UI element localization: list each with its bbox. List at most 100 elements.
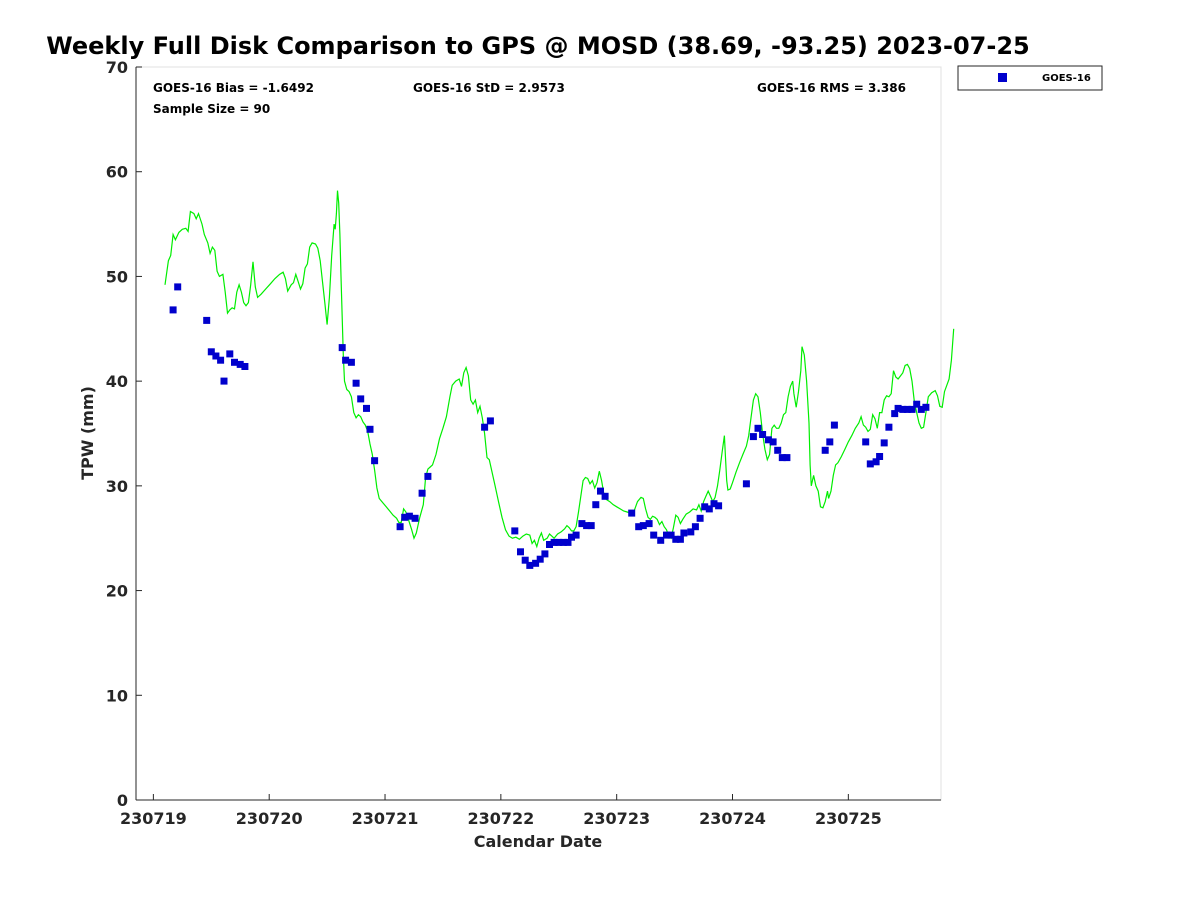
goes16-point: [899, 405, 907, 413]
goes16-point: [774, 446, 782, 454]
goes16-point: [687, 528, 695, 536]
stat-sample-size: Sample Size = 90: [153, 102, 270, 116]
goes16-point: [363, 404, 370, 412]
y-tick-label: 30: [106, 477, 128, 496]
legend-box: [957, 65, 1103, 91]
goes16-point: [207, 348, 215, 356]
goes16-point: [663, 531, 670, 539]
goes16-point: [628, 509, 636, 517]
goes16-point: [691, 523, 699, 531]
goes16-point: [917, 405, 925, 413]
legend: GOES-16: [957, 65, 1103, 91]
goes16-point: [564, 538, 572, 546]
goes16-point: [405, 512, 413, 520]
x-tick-label: 230719: [120, 809, 187, 828]
goes16-point: [418, 489, 426, 497]
goes16-point: [672, 535, 680, 543]
goes16-point: [546, 541, 553, 548]
goes16-point: [511, 527, 519, 535]
goes16-point: [541, 550, 549, 558]
goes16-point: [903, 405, 911, 413]
gps-series-line: [164, 190, 955, 549]
y-tick-label: 10: [106, 686, 128, 705]
goes16-point: [236, 360, 244, 368]
goes16-point: [226, 350, 234, 358]
goes16-point: [913, 400, 921, 408]
goes16-point: [220, 377, 228, 385]
goes16-point: [635, 523, 643, 531]
goes16-point: [830, 421, 838, 429]
y-tick-label: 70: [106, 58, 128, 77]
goes16-point: [705, 505, 713, 513]
goes16-point: [357, 395, 365, 403]
goes16-point: [366, 425, 374, 433]
goes16-point: [174, 283, 182, 291]
goes16-point: [559, 538, 567, 546]
goes16-point: [217, 356, 225, 364]
x-tick-label: 230721: [352, 809, 419, 828]
goes16-point: [396, 523, 404, 531]
goes16-point: [696, 514, 704, 522]
goes16-point: [212, 352, 220, 360]
goes16-point: [347, 358, 355, 366]
goes16-point: [532, 559, 540, 567]
goes16-point: [572, 531, 580, 539]
goes16-point: [876, 453, 884, 460]
goes16-point: [401, 513, 409, 521]
y-tick-label: 60: [106, 163, 128, 182]
goes16-point: [521, 556, 529, 564]
goes16-point: [241, 363, 249, 370]
goes16-point: [639, 522, 647, 530]
goes16-point: [555, 538, 563, 546]
goes16-point: [769, 438, 777, 446]
x-tick-label: 230722: [467, 809, 534, 828]
goes16-point: [676, 535, 684, 543]
goes16-point: [872, 458, 880, 466]
goes16-point: [764, 436, 772, 444]
goes16-point: [481, 423, 489, 431]
goes16-point: [742, 480, 750, 488]
goes16-point: [578, 520, 586, 528]
goes16-point: [821, 446, 829, 454]
series-layer: [164, 190, 955, 569]
goes16-point: [424, 472, 432, 480]
goes16-point: [371, 457, 379, 465]
goes16-point: [715, 502, 723, 510]
stat-bias: GOES-16 Bias = -1.6492: [153, 81, 314, 95]
goes16-point: [342, 356, 350, 364]
goes16-point: [894, 404, 902, 412]
goes16-point: [862, 438, 870, 446]
goes16-point: [908, 405, 916, 413]
goes16-point: [754, 424, 762, 432]
x-tick-label: 230725: [815, 809, 882, 828]
goes16-point: [701, 503, 709, 511]
goes16-point: [517, 548, 524, 556]
x-tick-label: 230723: [583, 809, 650, 828]
goes16-point: [710, 500, 718, 508]
goes16-point: [338, 344, 346, 352]
plot-area: 0 10 20 30 40 50 60 70 230719 230720 230721 230722…: [106, 58, 955, 828]
goes16-point: [645, 520, 653, 528]
goes16-point: [778, 454, 786, 462]
x-axis-label: Calendar Date: [474, 832, 603, 851]
goes16-point: [866, 460, 874, 468]
goes16-point: [885, 423, 893, 431]
chart-title: Weekly Full Disk Comparison to GPS @ MOS…: [46, 32, 1029, 60]
stat-std: GOES-16 StD = 2.9573: [413, 81, 565, 95]
y-tick-label: 0: [117, 791, 128, 810]
goes16-point: [411, 514, 419, 522]
goes16-point: [657, 536, 665, 544]
goes16-point: [486, 417, 494, 425]
goes16-point: [922, 403, 930, 411]
goes16-point: [749, 433, 757, 441]
x-tick-label: 230720: [236, 809, 303, 828]
goes16-point: [667, 531, 675, 539]
stat-rms: GOES-16 RMS = 3.386: [757, 81, 906, 95]
y-axis-label: TPW (mm): [78, 386, 97, 480]
goes16-point: [783, 454, 791, 462]
goes16-point: [880, 439, 888, 447]
y-tick-label: 40: [106, 372, 128, 391]
legend-marker-goes16: [998, 73, 1007, 82]
goes16-point: [536, 555, 544, 563]
